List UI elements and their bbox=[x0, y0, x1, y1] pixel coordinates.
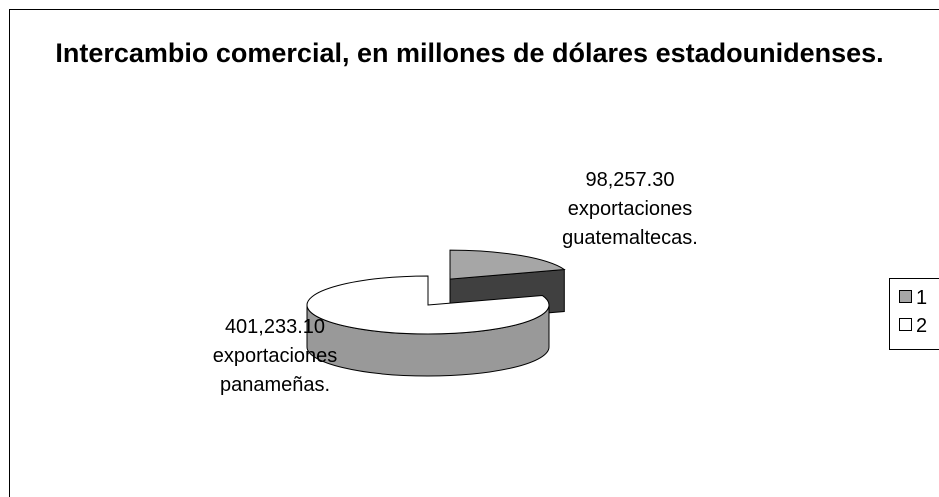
pie-slice-1 bbox=[449, 249, 566, 280]
data-label-text: panameñas. bbox=[219, 374, 331, 396]
pie-slice-2 bbox=[306, 275, 550, 335]
data-label-value: 401,233.10 bbox=[224, 316, 326, 338]
data-label-slice-1: 98,257.30 exportaciones guatemaltecas. bbox=[520, 166, 740, 253]
data-label-text: guatemaltecas. bbox=[562, 227, 698, 249]
legend: 1 2 bbox=[889, 278, 939, 350]
data-label-text: exportaciones bbox=[567, 198, 693, 220]
legend-swatch bbox=[899, 290, 912, 303]
legend-swatch bbox=[899, 318, 912, 331]
legend-item-2: 2 bbox=[899, 313, 927, 339]
data-label-text: exportaciones bbox=[212, 345, 338, 367]
legend-label: 2 bbox=[916, 315, 928, 337]
legend-label: 1 bbox=[916, 287, 928, 309]
data-label-slice-2: 401,233.10 exportaciones panameñas. bbox=[170, 313, 380, 400]
legend-item-1: 1 bbox=[899, 285, 927, 311]
chart-title: Intercambio comercial, en millones de dó… bbox=[55, 38, 884, 68]
data-label-value: 98,257.30 bbox=[585, 169, 675, 191]
